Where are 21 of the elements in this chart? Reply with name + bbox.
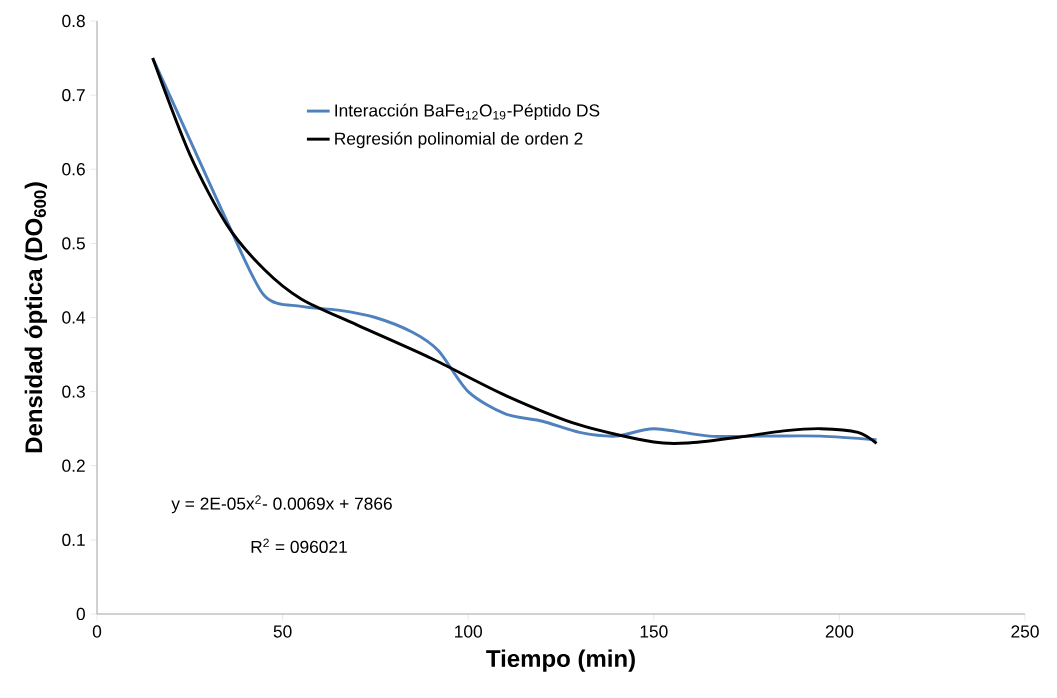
x-tick-label: 250 [1011,625,1039,638]
y-tick-label: 0.5 [62,237,85,250]
y-tick-label: 0.3 [62,385,85,398]
y-tick-label: 0.7 [62,88,85,102]
legend-label: Regresión polinomial de orden 2 [335,131,583,149]
y-tick-label: 0.6 [62,163,85,176]
y-tick-label: 0.4 [62,311,86,324]
x-tick-label: 150 [640,625,668,638]
x-tick-label: 0 [92,625,102,638]
annotation: y = 2E-05x$^{2}$- 0.0069x + 7866 [171,495,392,514]
y-tick-label: 0.8 [62,14,85,28]
x-tick-label: 50 [273,625,292,638]
y-tick-label: 0.2 [62,459,85,472]
x-axis-title: Tiempo (min) [486,649,635,672]
y-tick-label: 0.1 [62,533,85,546]
y-axis-title: Densidad óptica (DO$_{600}$) [24,182,48,453]
x-tick-label: 100 [455,625,482,638]
annotation: R$^{2}$ = 096021 [251,538,347,554]
legend-label: Interacción BaFe$_{12}$O$_{19}$-Péptido DS [335,103,600,121]
x-tick-label: 200 [825,625,854,638]
y-tick-label: 0 [76,607,85,621]
